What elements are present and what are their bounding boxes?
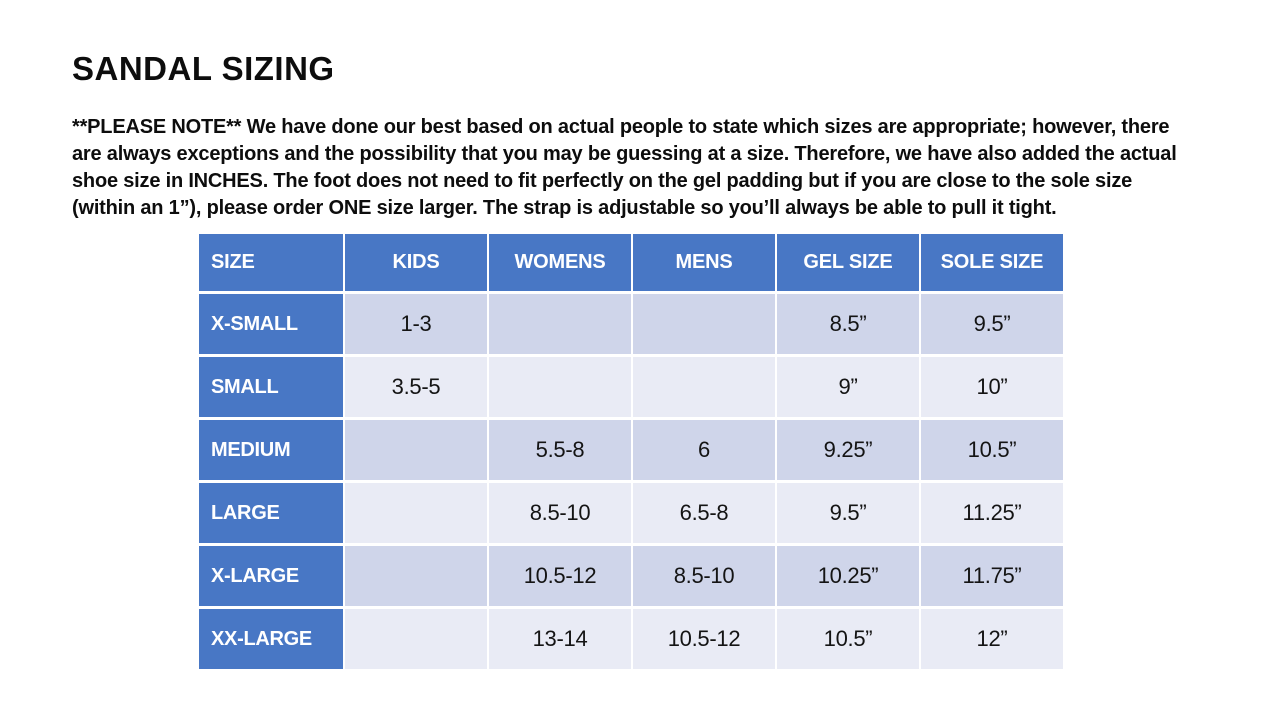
table-cell: 1-3	[345, 294, 487, 354]
row-label-x-large: X-LARGE	[199, 546, 343, 606]
sizing-table: SIZE KIDS WOMENS MENS GEL SIZE SOLE SIZE…	[197, 231, 1065, 672]
row-label-x-small: X-SMALL	[199, 294, 343, 354]
table-cell: 10.5-12	[633, 609, 775, 669]
table-cell	[345, 546, 487, 606]
row-label-medium: MEDIUM	[199, 420, 343, 480]
table-cell	[345, 420, 487, 480]
table-row-medium: MEDIUM 5.5-8 6 9.25” 10.5”	[199, 420, 1063, 480]
column-header-womens: WOMENS	[489, 234, 631, 291]
table-cell	[489, 294, 631, 354]
table-cell: 8.5-10	[489, 483, 631, 543]
row-label-large: LARGE	[199, 483, 343, 543]
column-header-gel-size: GEL SIZE	[777, 234, 919, 291]
table-cell	[345, 483, 487, 543]
table-cell: 10.5”	[777, 609, 919, 669]
table-cell: 6.5-8	[633, 483, 775, 543]
table-cell: 10”	[921, 357, 1063, 417]
table-cell: 9.5”	[921, 294, 1063, 354]
table-row-xx-large: XX-LARGE 13-14 10.5-12 10.5” 12”	[199, 609, 1063, 669]
table-cell: 8.5”	[777, 294, 919, 354]
column-header-size: SIZE	[199, 234, 343, 291]
table-cell: 12”	[921, 609, 1063, 669]
table-cell	[633, 357, 775, 417]
table-cell	[489, 357, 631, 417]
table-cell: 10.5”	[921, 420, 1063, 480]
table-cell: 9.25”	[777, 420, 919, 480]
row-label-small: SMALL	[199, 357, 343, 417]
column-header-kids: KIDS	[345, 234, 487, 291]
column-header-sole-size: SOLE SIZE	[921, 234, 1063, 291]
table-cell: 3.5-5	[345, 357, 487, 417]
row-label-xx-large: XX-LARGE	[199, 609, 343, 669]
sizing-note: **PLEASE NOTE** We have done our best ba…	[72, 116, 1177, 219]
table-cell: 10.5-12	[489, 546, 631, 606]
table-row-x-large: X-LARGE 10.5-12 8.5-10 10.25” 11.75”	[199, 546, 1063, 606]
table-cell: 13-14	[489, 609, 631, 669]
page-title: SANDAL SIZING	[72, 50, 335, 87]
table-cell: 9.5”	[777, 483, 919, 543]
column-header-mens: MENS	[633, 234, 775, 291]
table-header-row: SIZE KIDS WOMENS MENS GEL SIZE SOLE SIZE	[199, 234, 1063, 291]
table-row-small: SMALL 3.5-5 9” 10”	[199, 357, 1063, 417]
table-cell: 11.25”	[921, 483, 1063, 543]
table-cell: 9”	[777, 357, 919, 417]
table-cell: 11.75”	[921, 546, 1063, 606]
table-cell: 10.25”	[777, 546, 919, 606]
table-cell: 6	[633, 420, 775, 480]
table-cell: 5.5-8	[489, 420, 631, 480]
table-row-x-small: X-SMALL 1-3 8.5” 9.5”	[199, 294, 1063, 354]
table-cell	[345, 609, 487, 669]
table-cell	[633, 294, 775, 354]
table-cell: 8.5-10	[633, 546, 775, 606]
table-row-large: LARGE 8.5-10 6.5-8 9.5” 11.25”	[199, 483, 1063, 543]
